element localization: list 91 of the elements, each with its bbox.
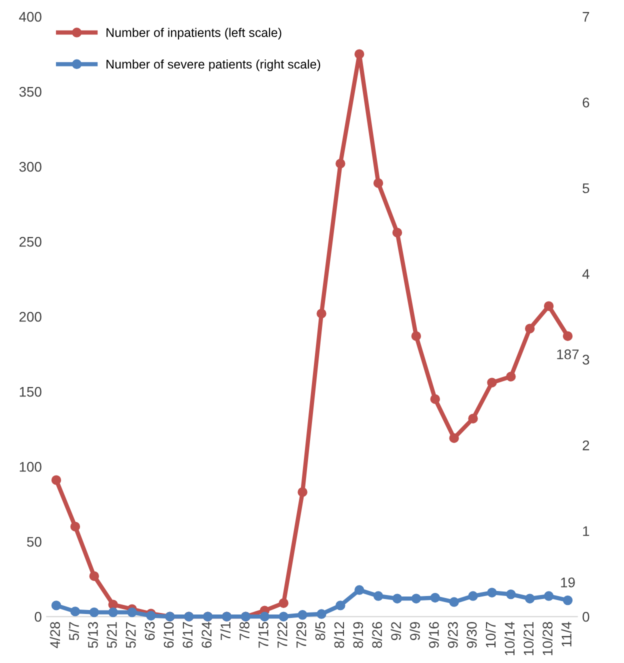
x-tick-label: 6/24 [201,622,212,648]
point [278,612,288,622]
point [89,607,100,618]
y-tick-label: 250 [19,236,42,247]
x-tick-label: 5/13 [88,622,98,648]
y-tick-label: 350 [19,86,42,97]
x-tick-label: 10/21 [523,622,534,656]
x-tick-label: 8/12 [334,622,344,648]
point [336,158,346,168]
point [278,598,288,608]
x-tick-label: 9/9 [410,622,420,640]
point [354,585,364,595]
point [298,610,308,620]
x-tick-label: 5/27 [126,622,136,648]
point [562,595,573,606]
x-tick-label: 8/5 [315,622,326,640]
point [127,607,137,618]
point [260,612,270,622]
y-tick-label: 0 [34,612,42,622]
legend-label: Number of inpatients (left scale) [106,28,282,40]
y2-tick-label: 6 [582,98,590,108]
y-tick-label: 100 [20,462,42,472]
point [562,331,573,341]
point [487,588,497,598]
y2-tick-label: 4 [582,269,590,279]
point [430,592,440,603]
annotation: 19 [561,578,575,588]
point [392,228,402,238]
point [89,571,100,581]
y-tick-label: 50 [27,536,42,547]
point [316,609,326,619]
point [411,331,422,341]
point [51,600,62,610]
point [316,308,326,318]
point [70,606,80,616]
legend-label: Number of severe patients (right scale) [106,59,320,72]
point [468,414,478,424]
x-tick-label: 5/7 [68,622,79,640]
point [506,589,516,600]
point [51,475,62,485]
x-tick-label: 7/29 [296,622,306,648]
x-tick-label: 9/23 [448,622,458,648]
x-tick-label: 9/2 [390,622,401,640]
x-tick-label: 11/4 [561,622,572,646]
point [506,372,516,382]
x-tick-label: 10/28 [542,622,553,656]
y2-tick-label: 0 [582,612,590,622]
point [411,594,422,604]
x-tick-label: 8/26 [372,622,382,648]
x-tick-label: 5/21 [106,622,117,648]
point [449,433,459,443]
y-tick-label: 200 [19,312,42,322]
x-tick-label: 9/16 [428,622,439,648]
point [373,178,384,188]
y2-tick-label: 2 [582,440,590,450]
y2-tick-label: 5 [582,183,590,194]
y-tick-label: 150 [20,386,42,397]
x-tick-label: 10/14 [504,622,515,656]
x-tick-label: 8/19 [352,622,364,648]
x-tick-label: 7/1 [220,622,230,640]
x-tick-label: 7/22 [277,622,288,648]
point [354,49,364,59]
x-tick-label: 6/17 [182,622,193,648]
point [544,301,554,311]
point [430,394,440,404]
point [70,522,80,532]
point [468,591,478,601]
point [544,591,554,601]
point [524,324,535,334]
x-tick-label: 9/30 [466,622,477,648]
x-tick-label: 7/8 [239,622,250,640]
y2-tick-label: 1 [583,526,590,536]
x-tick-label: 10/7 [485,622,496,648]
data-label: 187 [557,349,579,360]
y2-tick-label: 3 [582,354,590,365]
point [392,594,402,604]
y2-tick-label: 7 [582,12,590,22]
point [487,378,497,388]
x-tick-label: 7/15 [258,622,268,648]
point [336,600,346,610]
point [108,607,118,618]
x-tick-label: 6/10 [163,622,174,648]
y-tick-label: 400 [19,12,42,22]
point [524,594,535,604]
x-tick-label: 4/28 [50,622,60,648]
point [373,591,384,601]
y-tick-label: 300 [19,162,42,172]
point [298,487,308,497]
point [449,597,459,607]
x-tick-label: 6/3 [144,622,155,640]
point [146,610,156,621]
